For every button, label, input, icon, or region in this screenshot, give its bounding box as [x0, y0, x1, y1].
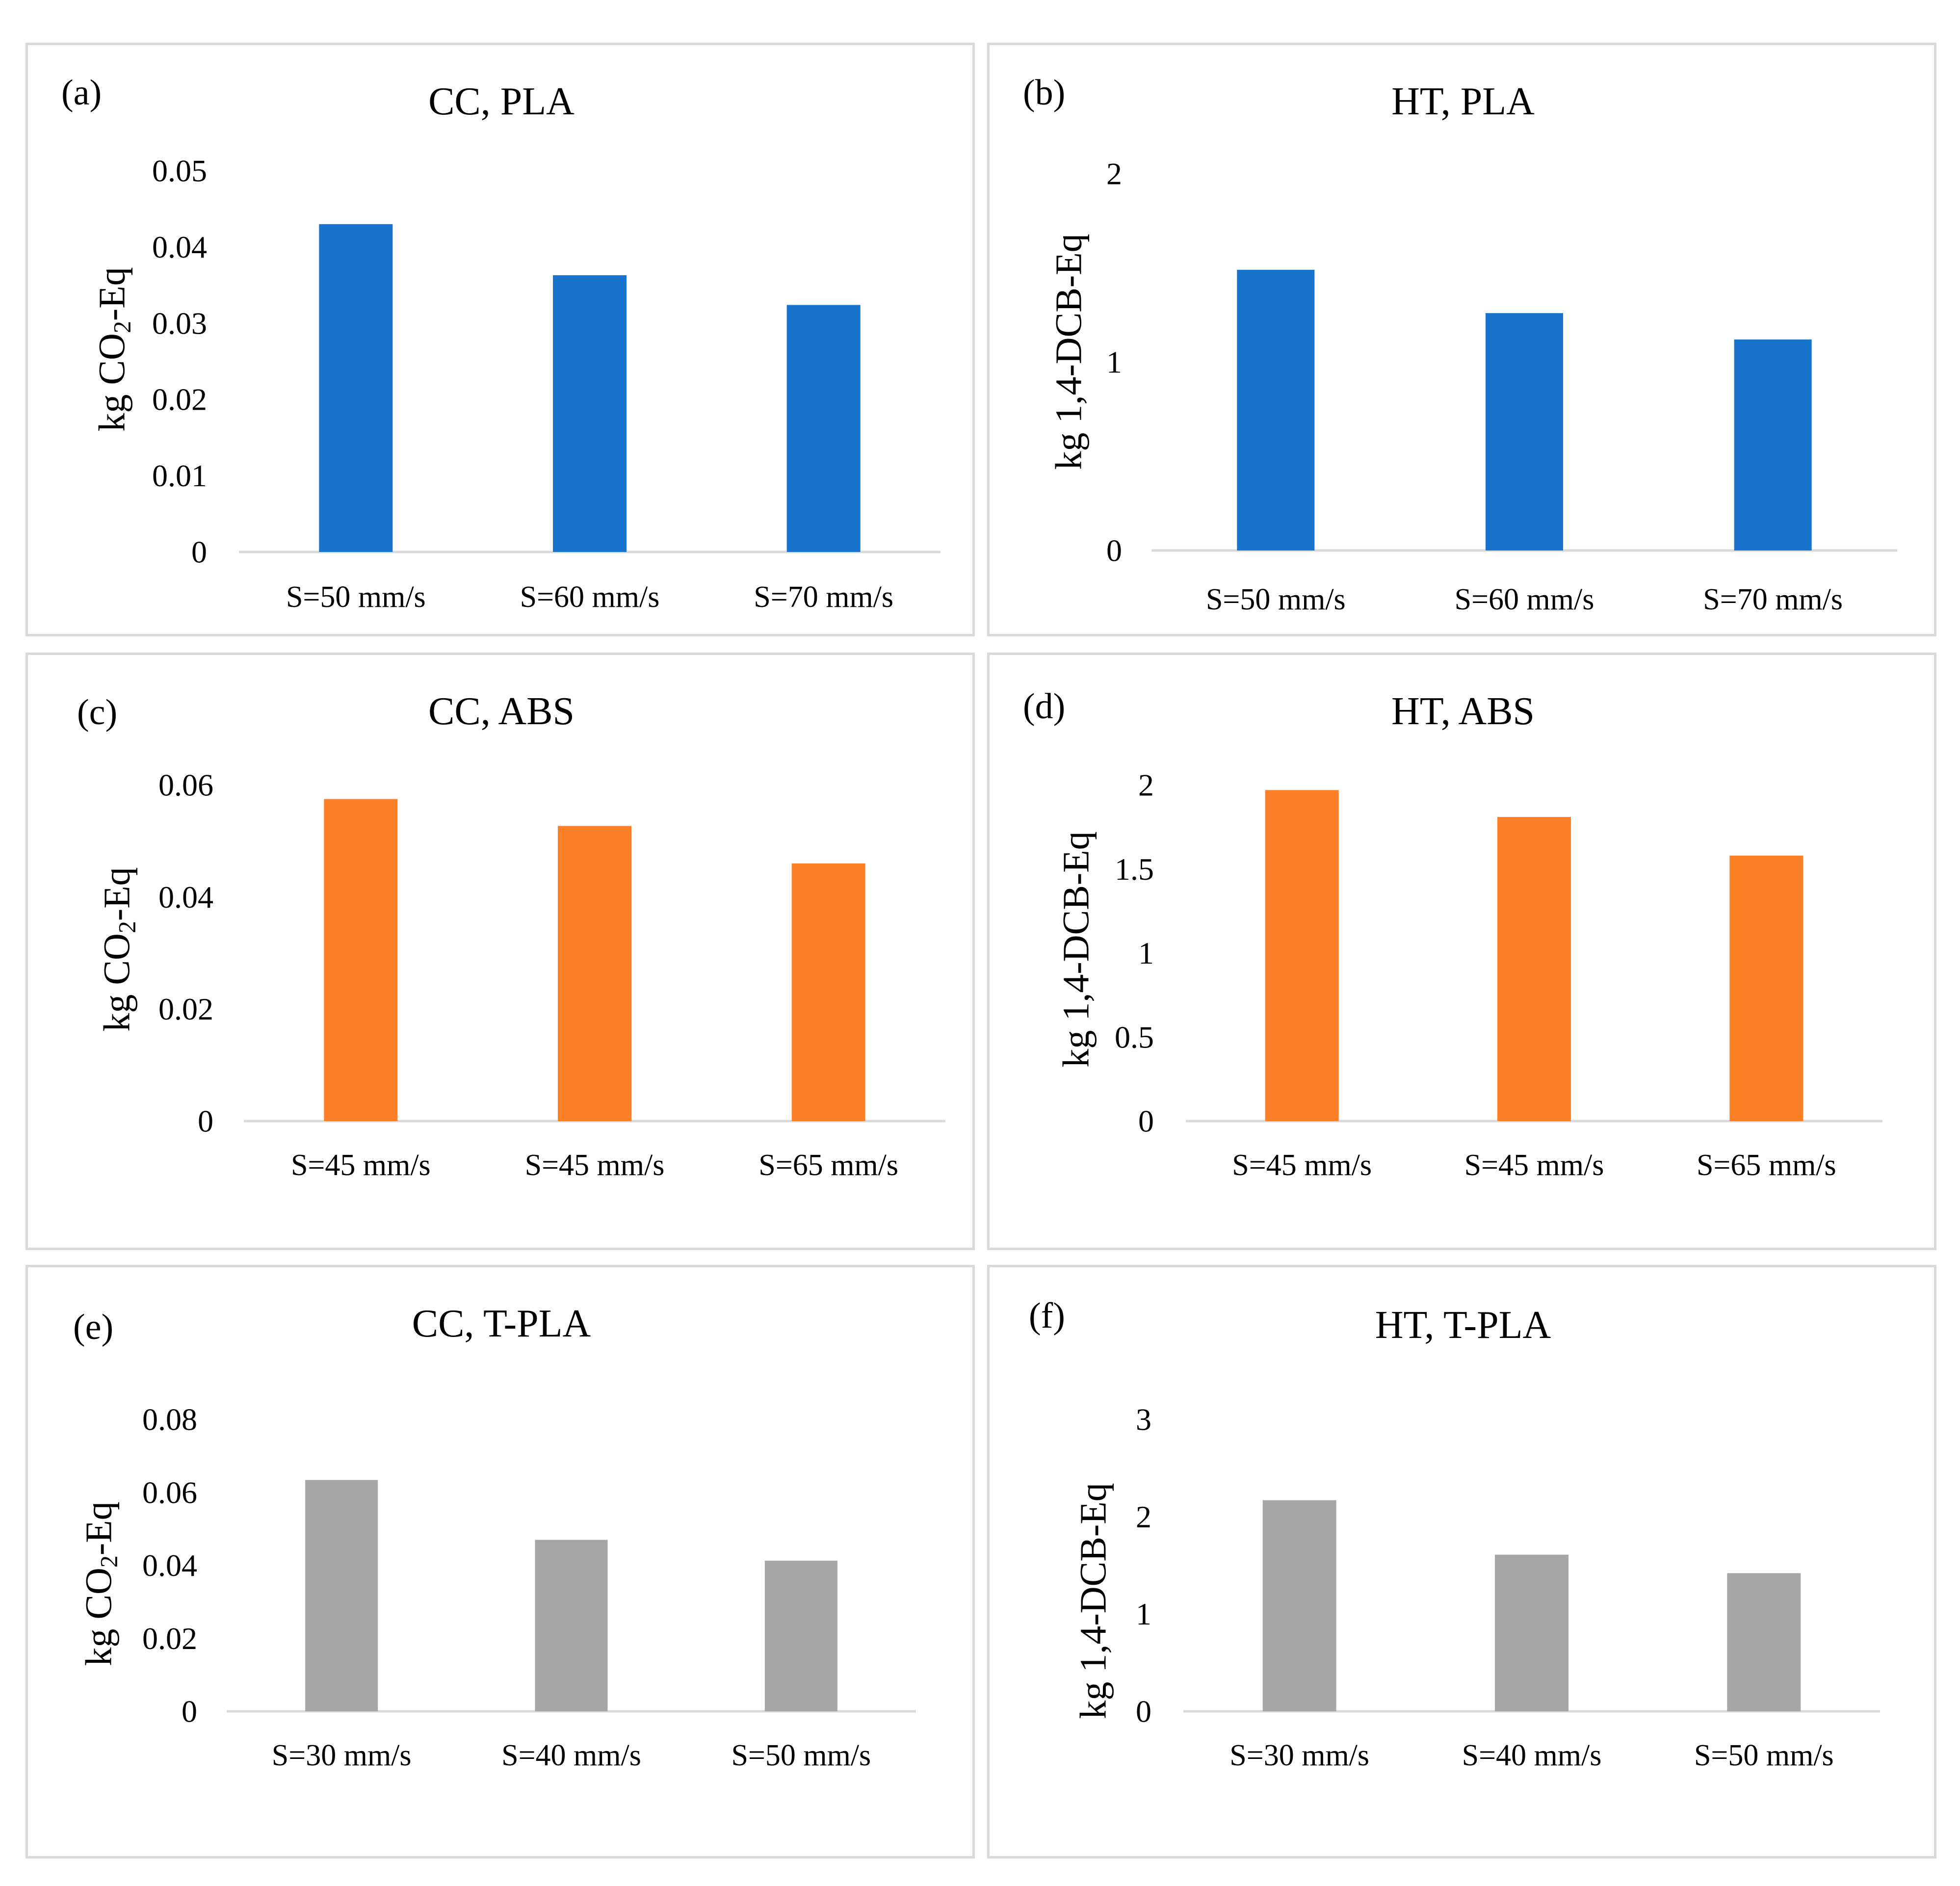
x-category-label: S=60 mm/s: [1455, 583, 1594, 616]
y-tick-label: 0: [191, 535, 207, 570]
plot-area: 0 0.02 0.04 0.06 0.08 S=30 mm/s S=40 mm/s S=50 …: [142, 1402, 916, 1772]
panel-letter: (b): [1023, 73, 1066, 113]
x-category-label: S=30 mm/s: [1229, 1739, 1369, 1772]
bar: [1237, 269, 1315, 550]
bar: [553, 275, 627, 552]
bar: [786, 305, 861, 552]
chart-title: CC, ABS: [428, 690, 575, 733]
y-tick-label: 0.08: [142, 1402, 197, 1437]
y-tick-label: 0.02: [158, 992, 213, 1026]
y-tick-label: 0.06: [158, 768, 213, 803]
bar: [558, 826, 631, 1121]
plot-area: 0 0.02 0.04 0.06 S=45 mm/s S=45 mm/s S=65 mm/s: [158, 768, 945, 1182]
plot-area: 0 0.5 1 1.5 2 S=45 mm/s S=45 mm/s S=65 mm/s: [1115, 768, 1882, 1182]
y-tick-label: 0: [182, 1694, 197, 1729]
x-category-label: S=50 mm/s: [1206, 583, 1346, 616]
chart-title: CC, PLA: [428, 80, 575, 123]
y-tick-label: 1.5: [1115, 852, 1154, 887]
x-category-label: S=40 mm/s: [501, 1739, 641, 1772]
bar: [1262, 1500, 1336, 1711]
chart-title: HT, ABS: [1391, 690, 1535, 733]
y-tick-label: 3: [1136, 1402, 1151, 1437]
bar: [791, 863, 865, 1121]
y-tick-label: 0.03: [152, 306, 207, 341]
panel-letter: (c): [77, 692, 118, 733]
chart-panel-a: (a) CC, PLA kg CO2-Eq 0 0.01 0.02 0.03 0.04 0…: [26, 43, 975, 636]
y-tick-label: 0.02: [142, 1621, 197, 1656]
y-tick-label: 0.06: [142, 1475, 197, 1510]
chart-title: CC, T-PLA: [412, 1302, 591, 1345]
plot-area: 0 1 2 3 S=30 mm/s S=40 mm/s S=50 mm/s: [1136, 1402, 1880, 1772]
bar: [535, 1540, 608, 1711]
x-category-label: S=65 mm/s: [758, 1149, 898, 1182]
bar: [1486, 313, 1563, 550]
chart-panel-e: (e) CC, T-PLA kg CO2-Eq 0 0.02 0.04 0.06 0.0…: [26, 1265, 975, 1859]
y-tick-label: 1: [1138, 936, 1154, 970]
x-category-label: S=60 mm/s: [520, 580, 660, 614]
x-category-label: S=50 mm/s: [286, 580, 426, 614]
chart-panel-b: (b) HT, PLA kg 1,4-DCB-Eq 0 1 2 S=50 mm/s S=…: [987, 43, 1936, 636]
y-tick-label: 0.01: [152, 458, 207, 493]
panel-letter: (a): [61, 73, 102, 113]
bar: [764, 1560, 837, 1711]
y-tick-label: 2: [1136, 1499, 1151, 1534]
bar: [305, 1480, 378, 1711]
x-category-label: S=45 mm/s: [525, 1149, 665, 1182]
panel-letter: (d): [1023, 686, 1066, 727]
x-category-label: S=70 mm/s: [1703, 583, 1843, 616]
bar: [1727, 1573, 1801, 1711]
bar: [1265, 790, 1339, 1121]
x-category-label: S=40 mm/s: [1462, 1739, 1602, 1772]
y-tick-label: 0: [1138, 1104, 1154, 1139]
x-category-label: S=70 mm/s: [754, 580, 893, 614]
chart-panel-f: (f) HT, T-PLA kg 1,4-DCB-Eq 0 1 2 3 S=30 mm/…: [987, 1265, 1936, 1859]
y-tick-label: 0.5: [1115, 1020, 1154, 1054]
y-tick-label: 0.04: [152, 230, 207, 264]
y-tick-label: 0.05: [152, 154, 207, 188]
bar: [319, 224, 393, 552]
plot-area: 0 1 2 S=50 mm/s S=60 mm/s S=70 mm/s: [1106, 157, 1897, 616]
panel-letter: (f): [1029, 1296, 1065, 1336]
bar: [1495, 1554, 1568, 1711]
chart-panel-c: (c) CC, ABS kg CO2-Eq 0 0.02 0.04 0.06 S=45 …: [26, 653, 975, 1250]
bar: [1729, 855, 1803, 1121]
y-tick-label: 0: [1106, 533, 1122, 568]
y-tick-label: 2: [1106, 157, 1122, 191]
y-tick-label: 1: [1106, 345, 1122, 380]
y-tick-label: 2: [1138, 768, 1154, 803]
x-category-label: S=30 mm/s: [272, 1739, 412, 1772]
x-category-label: S=45 mm/s: [1232, 1149, 1372, 1182]
y-tick-label: 0: [1136, 1694, 1151, 1729]
chart-panel-d: (d) HT, ABS kg 1,4-DCB-Eq 0 0.5 1 1.5 2 S=45 …: [987, 653, 1936, 1250]
x-category-label: S=65 mm/s: [1697, 1149, 1836, 1182]
y-tick-label: 0.04: [158, 880, 213, 915]
y-tick-label: 0.02: [152, 382, 207, 417]
bar: [1734, 339, 1812, 550]
x-category-label: S=45 mm/s: [291, 1149, 431, 1182]
bar: [1497, 817, 1571, 1121]
x-category-label: S=50 mm/s: [1694, 1739, 1834, 1772]
x-category-label: S=45 mm/s: [1464, 1149, 1604, 1182]
y-tick-label: 1: [1136, 1597, 1151, 1631]
plot-area: 0 0.01 0.02 0.03 0.04 0.05 S=50 mm/s S=60 mm/s S…: [152, 154, 941, 614]
x-category-label: S=50 mm/s: [731, 1739, 871, 1772]
y-tick-label: 0.04: [142, 1548, 197, 1583]
panel-letter: (e): [73, 1307, 114, 1347]
chart-title: HT, T-PLA: [1375, 1304, 1551, 1347]
bar: [324, 799, 398, 1121]
chart-title: HT, PLA: [1391, 80, 1535, 123]
y-tick-label: 0: [198, 1104, 213, 1139]
